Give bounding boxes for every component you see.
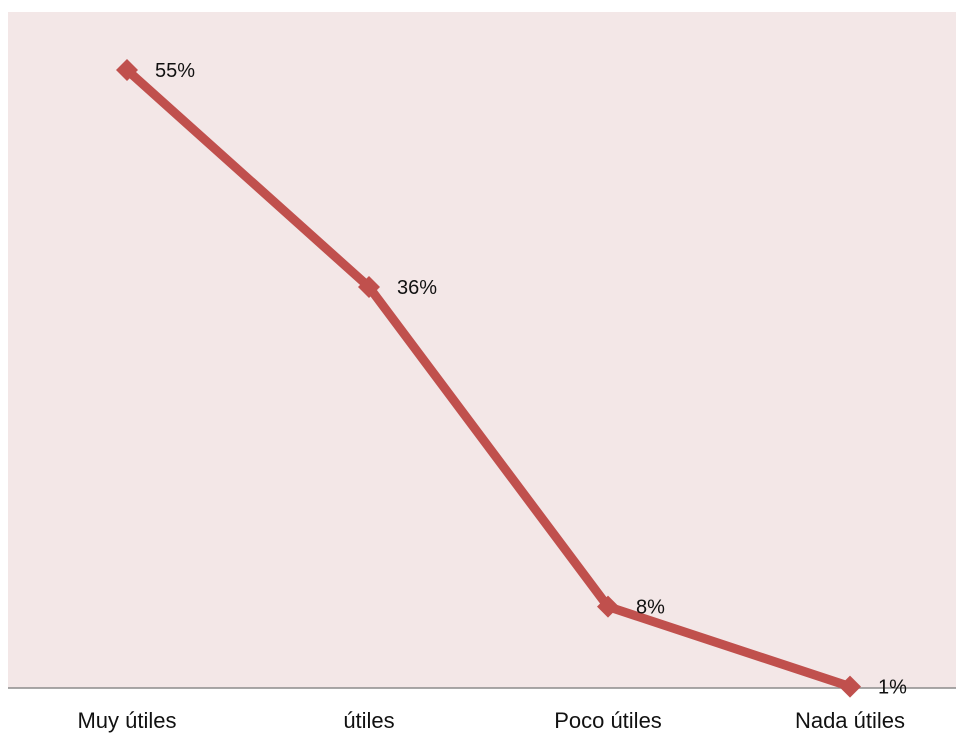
data-point-marker xyxy=(839,675,861,698)
data-point-marker xyxy=(358,275,380,298)
x-tick-label: Poco útiles xyxy=(554,708,662,733)
data-label: 8% xyxy=(636,597,665,619)
series-markers xyxy=(116,59,861,698)
x-tick-label: útiles xyxy=(343,708,394,733)
x-tick-label: Nada útiles xyxy=(795,708,905,733)
data-label: 36% xyxy=(397,277,437,299)
data-label: 55% xyxy=(155,60,195,82)
plot-area-background xyxy=(8,12,956,688)
data-labels: 55% 36% 8% 1% xyxy=(155,60,907,699)
x-tick-label: Muy útiles xyxy=(77,708,176,733)
x-tick-labels: Muy útiles útiles Poco útiles Nada útiles xyxy=(77,708,905,733)
series-line xyxy=(123,66,852,691)
data-point-marker xyxy=(116,59,138,81)
data-label: 1% xyxy=(878,677,907,699)
data-point-marker xyxy=(597,595,619,618)
